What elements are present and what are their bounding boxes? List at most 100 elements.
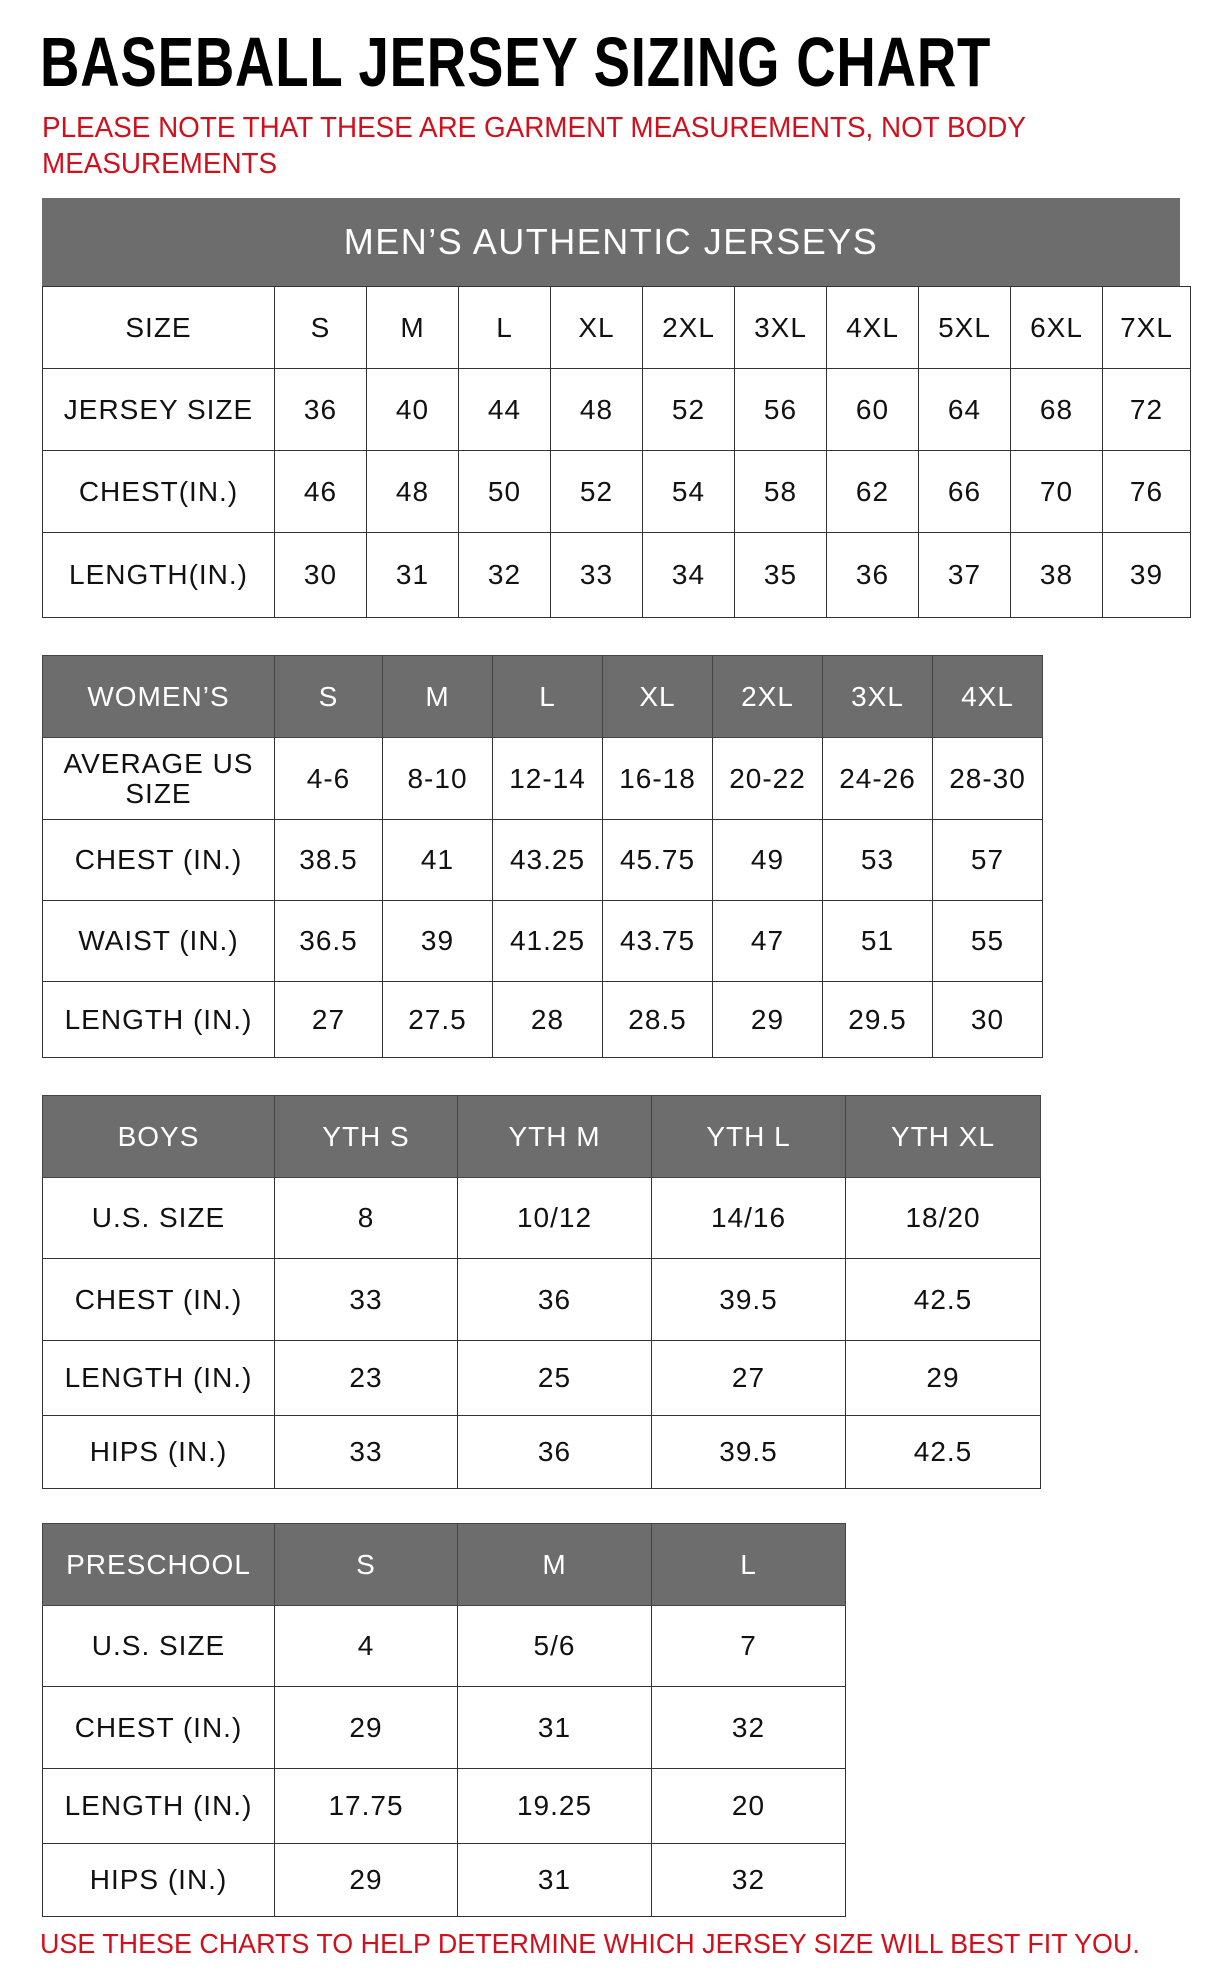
measurement-value: 19.25: [457, 1768, 652, 1844]
size-column-header: YTH L: [651, 1095, 846, 1178]
measurement-value: 39: [1102, 532, 1191, 618]
size-column-header: L: [492, 655, 603, 738]
measurement-value: 54: [642, 450, 735, 533]
measurement-value: 45.75: [602, 819, 713, 901]
size-column-header: 3XL: [822, 655, 933, 738]
measurement-value: 40: [366, 368, 459, 451]
table-row: U.S. SIZE 4 5/6 7: [42, 1605, 846, 1687]
measurement-value: 33: [274, 1415, 458, 1489]
measurement-value: 18/20: [845, 1177, 1041, 1259]
table-row: HIPS (IN.) 33 36 39.5 42.5: [42, 1415, 1041, 1489]
size-column-header: S: [274, 1523, 458, 1606]
table-row: LENGTH(IN.) 30 31 32 33 34 35 36 37 38 39: [42, 532, 1191, 618]
measurement-value: 52: [550, 450, 643, 533]
measurement-value: 33: [274, 1258, 458, 1341]
measurement-label: JERSEY SIZE: [42, 368, 275, 451]
size-column-header: 7XL: [1102, 286, 1191, 369]
measurement-value: 29: [845, 1340, 1041, 1416]
measurement-value: 17.75: [274, 1768, 458, 1844]
measurement-value: 32: [458, 532, 551, 618]
measurement-value: 76: [1102, 450, 1191, 533]
row-header-label: PRESCHOOL: [42, 1523, 275, 1606]
measurement-value: 4-6: [274, 737, 383, 820]
size-column-header: 2XL: [642, 286, 735, 369]
measurement-value: 34: [642, 532, 735, 618]
measurement-value: 72: [1102, 368, 1191, 451]
size-column-header: M: [366, 286, 459, 369]
measurement-value: 36.5: [274, 900, 383, 982]
measurement-value: 29: [712, 981, 823, 1058]
measurement-value: 29.5: [822, 981, 933, 1058]
measurement-value: 20-22: [712, 737, 823, 820]
measurement-value: 47: [712, 900, 823, 982]
measurement-value: 32: [651, 1686, 846, 1769]
measurement-value: 52: [642, 368, 735, 451]
measurement-value: 48: [366, 450, 459, 533]
measurement-value: 27: [274, 981, 383, 1058]
measurement-value: 31: [457, 1686, 652, 1769]
measurement-value: 68: [1010, 368, 1103, 451]
table-row: CHEST (IN.) 29 31 32: [42, 1686, 846, 1769]
footer-note: USE THESE CHARTS TO HELP DETERMINE WHICH…: [40, 1928, 1140, 1959]
measurement-value: 49: [712, 819, 823, 901]
measurement-value: 8-10: [382, 737, 493, 820]
measurement-value: 33: [550, 532, 643, 618]
measurement-label: LENGTH (IN.): [42, 1340, 275, 1416]
size-column-header: XL: [602, 655, 713, 738]
measurement-value: 70: [1010, 450, 1103, 533]
measurement-value: 38.5: [274, 819, 383, 901]
measurement-value: 46: [274, 450, 367, 533]
measurement-value: 5/6: [457, 1605, 652, 1687]
size-column-header: 3XL: [734, 286, 827, 369]
size-column-header: XL: [550, 286, 643, 369]
measurement-value: 23: [274, 1340, 458, 1416]
size-column-header: 2XL: [712, 655, 823, 738]
measurement-label: HIPS (IN.): [42, 1843, 275, 1917]
table-row: U.S. SIZE 8 10/12 14/16 18/20: [42, 1177, 1041, 1259]
page-title: BASEBALL JERSEY SIZING CHART: [40, 23, 992, 101]
measurement-value: 31: [366, 532, 459, 618]
mens-banner: MEN’S AUTHENTIC JERSEYS: [42, 198, 1180, 286]
table-row: CHEST (IN.) 38.5 41 43.25 45.75 49 53 57: [42, 819, 1043, 901]
size-column-header: YTH XL: [845, 1095, 1041, 1178]
measurement-value: 28-30: [932, 737, 1043, 820]
measurement-value: 48: [550, 368, 643, 451]
measurement-value: 41.25: [492, 900, 603, 982]
womens-size-table: WOMEN’S S M L XL 2XL 3XL 4XL AVERAGE US SIZE 4-6 8…: [42, 655, 1043, 1058]
measurement-label: LENGTH (IN.): [42, 1768, 275, 1844]
measurement-value: 51: [822, 900, 933, 982]
measurement-value: 30: [274, 532, 367, 618]
size-column-header: YTH S: [274, 1095, 458, 1178]
header-row: PRESCHOOL S M L: [42, 1523, 846, 1606]
size-column-header: M: [457, 1523, 652, 1606]
measurement-value: 58: [734, 450, 827, 533]
measurement-value: 55: [932, 900, 1043, 982]
measurement-label: CHEST(IN.): [42, 450, 275, 533]
measurement-value: 27.5: [382, 981, 493, 1058]
measurement-value: 57: [932, 819, 1043, 901]
measurement-value: 36: [274, 368, 367, 451]
table-row: LENGTH (IN.) 17.75 19.25 20: [42, 1768, 846, 1844]
measurement-value: 64: [918, 368, 1011, 451]
measurement-value: 36: [457, 1415, 652, 1489]
measurement-value: 39.5: [651, 1258, 846, 1341]
preschool-size-table: PRESCHOOL S M L U.S. SIZE 4 5/6 7 CHEST (IN.) 29 3…: [42, 1523, 846, 1917]
measurement-value: 56: [734, 368, 827, 451]
measurement-value: 12-14: [492, 737, 603, 820]
measurement-value: 28: [492, 981, 603, 1058]
measurement-value: 44: [458, 368, 551, 451]
table-row: AVERAGE US SIZE 4-6 8-10 12-14 16-18 20-22 24-…: [42, 737, 1043, 820]
size-column-header: L: [458, 286, 551, 369]
size-column-header: YTH M: [457, 1095, 652, 1178]
table-row: JERSEY SIZE 36 40 44 48 52 56 60 64 68 72: [42, 368, 1191, 451]
measurement-value: 8: [274, 1177, 458, 1259]
measurement-label: WAIST (IN.): [42, 900, 275, 982]
measurement-label: U.S. SIZE: [42, 1177, 275, 1259]
measurement-value: 43.75: [602, 900, 713, 982]
measurement-value: 30: [932, 981, 1043, 1058]
measurement-label: AVERAGE US SIZE: [42, 737, 275, 820]
measurement-value: 42.5: [845, 1258, 1041, 1341]
measurement-value: 42.5: [845, 1415, 1041, 1489]
measurement-value: 35: [734, 532, 827, 618]
measurement-value: 7: [651, 1605, 846, 1687]
